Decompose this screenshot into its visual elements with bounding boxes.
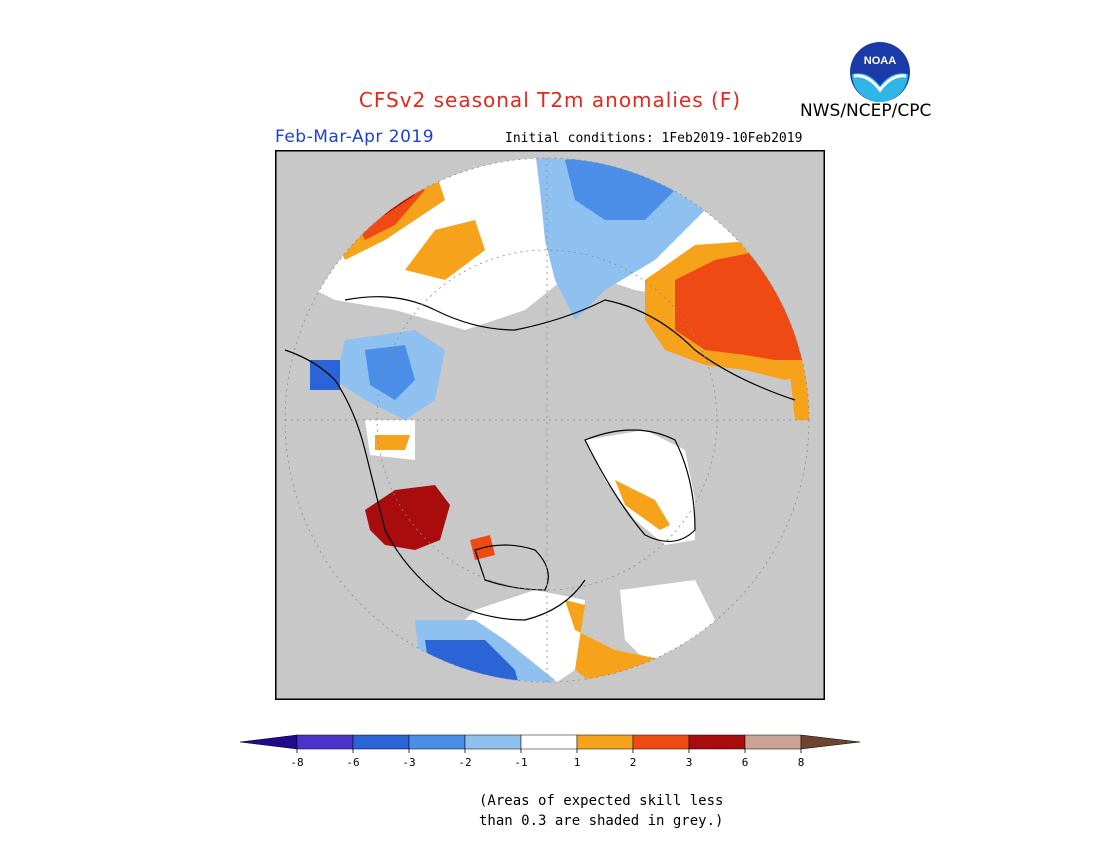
graticule (284, 157, 810, 683)
colorbar-bin (352, 734, 410, 750)
colorbar-tick-label: 8 (798, 756, 805, 769)
anomaly-region (375, 435, 410, 450)
colorbar-tick-label: 3 (686, 756, 693, 769)
map-border (275, 150, 825, 700)
anomaly-region (365, 345, 415, 400)
colorbar-tick-label: -2 (458, 756, 471, 769)
noaa-logo-text: NOAA (864, 55, 896, 67)
colorbar-bin (576, 734, 634, 750)
colorbar-arrow-low (239, 734, 298, 750)
colorbar-tick-label: -6 (346, 756, 359, 769)
colorbar-tick-label: 1 (574, 756, 581, 769)
colorbar-bin (464, 734, 522, 750)
coastlines (284, 296, 796, 621)
colorbar-legend: -8 -6 -3 -2 -1 1 2 3 6 8 (239, 734, 861, 769)
polar-anomaly-map (275, 150, 825, 700)
colorbar-bin (520, 734, 578, 750)
colorbar-bin (744, 734, 802, 750)
agency-label: NWS/NCEP/CPC (800, 101, 932, 121)
colorbar-tick-label: -8 (290, 756, 303, 769)
colorbar-tick-label: 2 (630, 756, 637, 769)
initial-conditions: Initial conditions: 1Feb2019-10Feb2019 (505, 131, 803, 146)
anomaly-region (405, 220, 485, 280)
anomaly-region (310, 360, 340, 390)
skill-note-line1: (Areas of expected skill less (479, 793, 724, 809)
colorbar-tick-label: 6 (742, 756, 749, 769)
anomaly-region (615, 480, 670, 530)
colorbar-bin (296, 734, 354, 750)
colorbar-tick-label: -3 (402, 756, 415, 769)
anomaly-region (790, 375, 809, 420)
colorbar-bin (632, 734, 690, 750)
colorbar-bins (239, 734, 861, 750)
colorbar-tick-label: -1 (514, 756, 527, 769)
anomaly-region (365, 485, 450, 550)
colorbar-bin (408, 734, 466, 750)
map-title: CFSv2 seasonal T2m anomalies (F) (358, 88, 742, 112)
colorbar-arrow-high (800, 734, 861, 750)
anomaly-region (585, 430, 695, 545)
colorbar-bin (688, 734, 746, 750)
colorbar-ticks: -8 -6 -3 -2 -1 1 2 3 6 8 (290, 749, 804, 769)
forecast-period: Feb-Mar-Apr 2019 (275, 127, 435, 147)
skill-note-line2: than 0.3 are shaded in grey.) (479, 813, 724, 829)
noaa-logo: NOAA (850, 42, 910, 102)
